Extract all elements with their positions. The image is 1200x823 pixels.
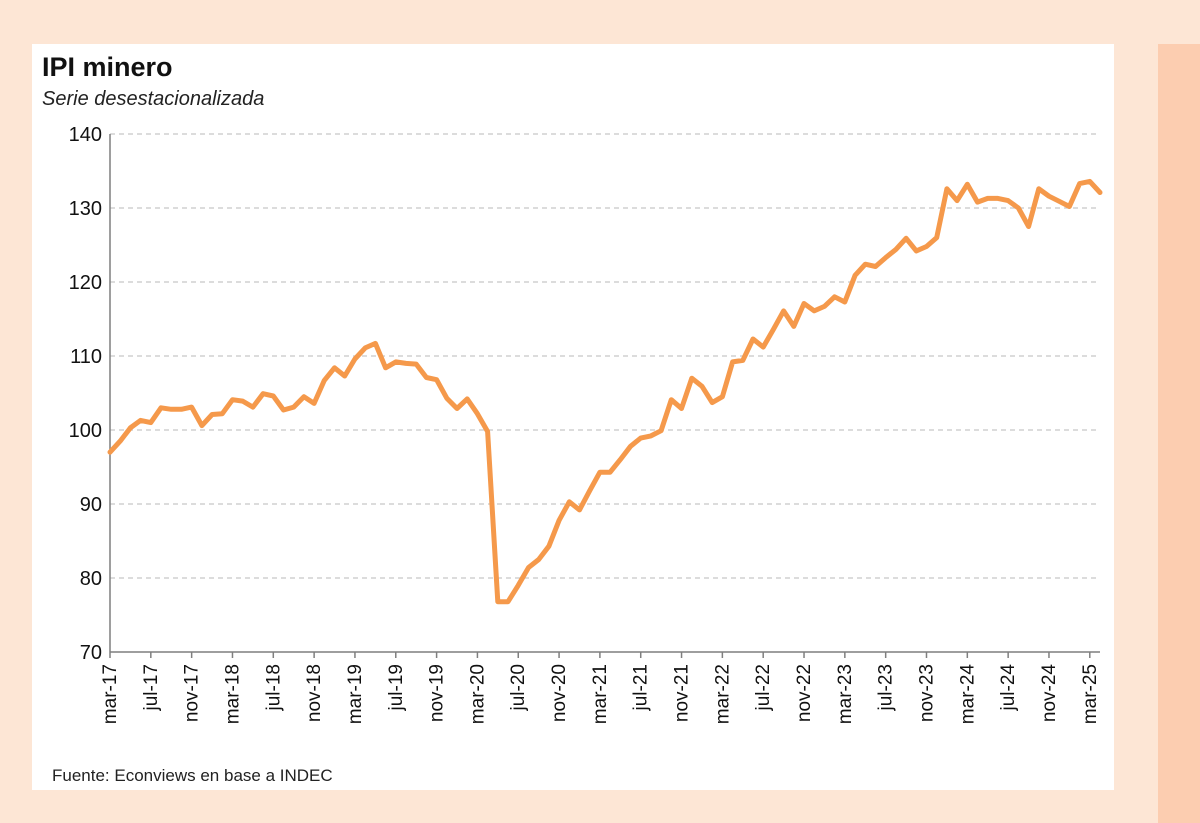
chart-title: IPI minero — [42, 52, 173, 82]
x-tick-label: nov-20 — [549, 664, 570, 722]
y-tick-label: 110 — [70, 346, 102, 368]
line-chart: 70 80 90 100 110 120 130 140 mar-17 jul-17 nov-17 m… — [69, 124, 1103, 725]
y-tick-label: 100 — [69, 420, 102, 442]
x-tick-label: nov-19 — [427, 664, 448, 722]
decorative-side-strip — [1158, 44, 1200, 823]
x-tick-label: mar-22 — [712, 664, 733, 724]
x-tick-label: mar-25 — [1080, 664, 1101, 724]
chart-card: IPI minero Serie desestacionalizada 70 80… — [32, 44, 1114, 790]
source-note: Fuente: Econviews en base a INDEC — [52, 766, 333, 785]
y-tick-label: 140 — [69, 124, 102, 146]
y-tick-label: 130 — [69, 198, 102, 220]
x-tick-label: mar-20 — [467, 664, 488, 724]
y-tick-label: 70 — [80, 642, 102, 664]
x-tick-label: jul-22 — [753, 664, 774, 711]
x-tick-label: nov-23 — [916, 664, 937, 722]
x-tick-label: nov-24 — [1039, 664, 1060, 723]
x-tick-label: mar-17 — [100, 664, 121, 724]
x-tick-label: nov-18 — [304, 664, 325, 722]
x-tick-label: nov-21 — [672, 664, 693, 722]
series-line — [107, 178, 1103, 605]
x-tick-label: mar-23 — [835, 664, 856, 724]
x-tick-label: nov-17 — [182, 664, 203, 722]
x-tick-label: jul-18 — [263, 664, 284, 711]
y-tick-label: 120 — [69, 272, 102, 294]
chart-subtitle: Serie desestacionalizada — [42, 88, 265, 110]
x-tick-label: nov-22 — [794, 664, 815, 722]
x-tick-label: jul-17 — [141, 664, 162, 711]
x-tick-label: jul-24 — [998, 664, 1019, 712]
x-tick-label: jul-19 — [386, 664, 407, 711]
x-tick-label: mar-24 — [957, 664, 978, 725]
x-tick-label: jul-20 — [508, 664, 529, 711]
x-tick-label: mar-19 — [345, 664, 366, 724]
x-tick-label: jul-21 — [631, 664, 652, 711]
y-tick-label: 90 — [80, 494, 102, 516]
y-tick-label: 80 — [80, 568, 102, 590]
x-tick-label: mar-21 — [590, 664, 611, 724]
x-tick-label: mar-18 — [222, 664, 243, 724]
x-tick-label: jul-23 — [876, 664, 897, 711]
